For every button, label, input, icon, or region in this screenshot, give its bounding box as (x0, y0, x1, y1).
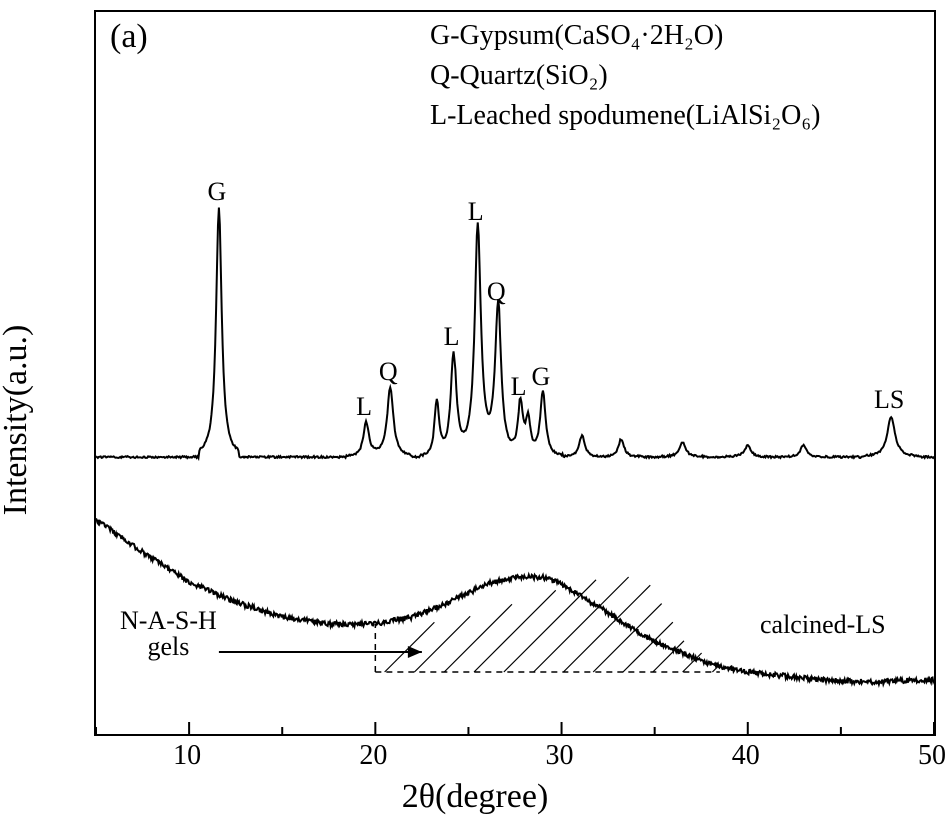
trace-lower-calcined (96, 518, 934, 684)
xtick-label: 50 (918, 740, 946, 772)
peak-label: G (208, 177, 227, 207)
nash-line1: N-A-S-H (120, 606, 217, 635)
trace-upper-ls (96, 208, 934, 458)
peak-label: Q (379, 357, 398, 387)
legend-line-1: G-Gypsum(CaSO₄·2H₂O) (430, 20, 723, 52)
hatch-line (444, 604, 512, 672)
hatch-line (474, 590, 556, 672)
xtick-label: 10 (173, 740, 201, 772)
peak-label: G (532, 362, 551, 392)
xtick-label: 20 (359, 740, 387, 772)
peak-label: L (356, 392, 372, 422)
xtick-label: 30 (546, 740, 574, 772)
y-axis-label: Intensity(a.u.) (0, 325, 35, 516)
peak-label: L (444, 322, 460, 352)
x-axis-label: 2θ(degree) (402, 778, 549, 816)
peak-label: L (511, 372, 527, 402)
legend-line-3: L-Leached spodumene(LiAlSi₂O₆) (430, 100, 820, 132)
hatch-line (504, 580, 596, 672)
calcined-ls-label: calcined-LS (760, 610, 886, 640)
legend-line-2: Q-Quartz(SiO₂) (430, 60, 608, 92)
peak-label: LS (874, 385, 904, 415)
panel-id: (a) (110, 18, 148, 56)
xtick-label: 40 (732, 740, 760, 772)
nash-gels-label: N-A-S-H gels (120, 608, 217, 660)
hatch-line (534, 577, 629, 672)
peak-label: L (468, 197, 484, 227)
nash-line2: gels (147, 632, 189, 661)
hatch-line (414, 616, 470, 672)
peak-label: Q (487, 277, 506, 307)
nash-arrow-head (408, 646, 422, 658)
